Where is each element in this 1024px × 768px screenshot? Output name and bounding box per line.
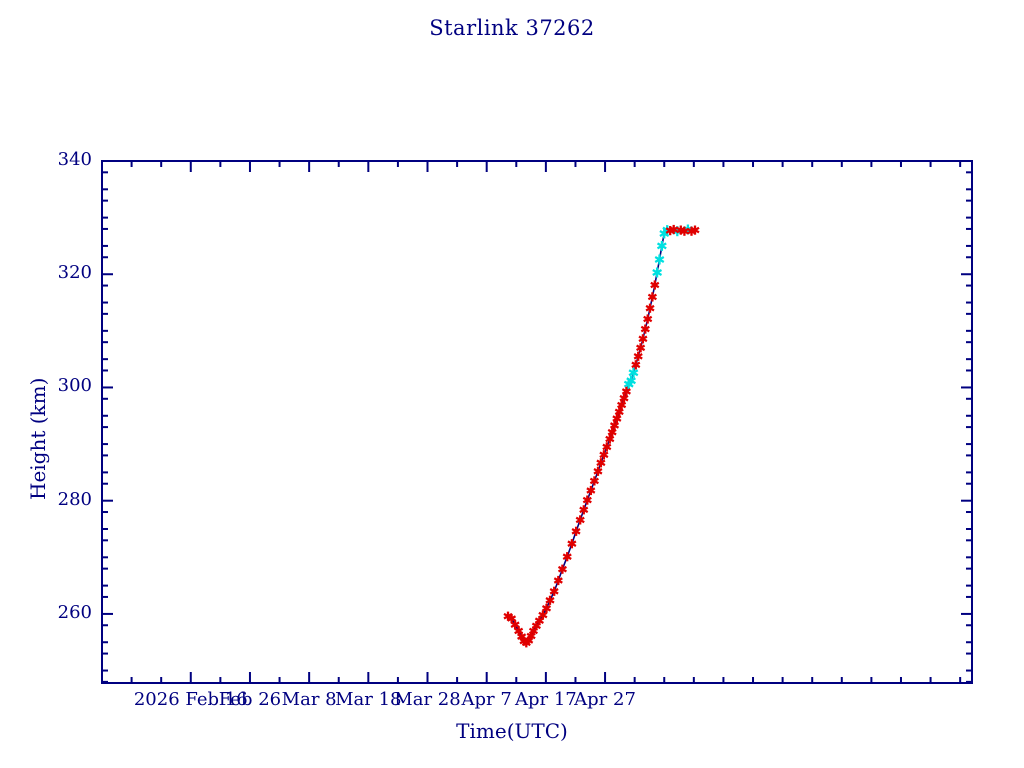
x-tick-label: Feb 26 xyxy=(218,689,282,710)
x-tick-label: Apr 7 xyxy=(461,689,512,710)
x-tick-label: Mar 8 xyxy=(281,689,337,710)
chart-title: Starlink 37262 xyxy=(429,16,595,40)
y-tick-label: 320 xyxy=(57,262,92,284)
y-tick-label: 260 xyxy=(57,601,92,623)
x-tick-label: Mar 18 xyxy=(335,689,402,710)
x-axis-title: Time(UTC) xyxy=(456,719,568,743)
y-tick-label: 280 xyxy=(57,488,92,510)
x-tick-label: Apr 27 xyxy=(574,689,636,710)
y-tick-label: 300 xyxy=(57,375,92,397)
series-line xyxy=(507,228,696,644)
x-tick-label: Mar 28 xyxy=(394,689,461,710)
series-markers-primary xyxy=(503,224,700,648)
x-tick-label: 2026 Feb 16 xyxy=(133,689,248,710)
y-tick-label: 340 xyxy=(57,149,92,170)
x-tick-label: Apr 17 xyxy=(514,689,577,710)
plot-frame xyxy=(101,160,973,684)
